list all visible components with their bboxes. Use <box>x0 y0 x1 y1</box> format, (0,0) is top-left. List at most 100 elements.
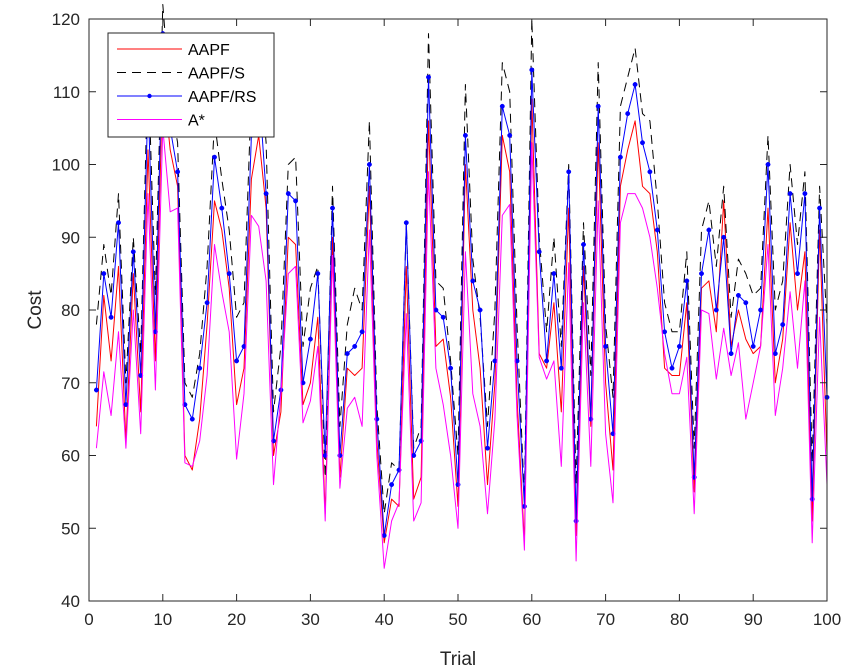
x-tick-label: 90 <box>744 610 763 629</box>
data-point <box>226 271 232 277</box>
data-point <box>529 67 535 73</box>
data-point <box>182 402 188 408</box>
x-tick-label: 70 <box>596 610 615 629</box>
data-point <box>344 351 350 357</box>
x-tick-label: 60 <box>522 610 541 629</box>
data-point <box>662 329 668 335</box>
ticks-layer: 0 10 20 30 40 50 60 70 80 90 100 40 50 60 70 80 90 100 110… <box>52 10 842 629</box>
data-point <box>706 227 712 233</box>
y-tick-label: 120 <box>52 10 80 29</box>
data-point <box>448 365 454 371</box>
data-point <box>743 300 749 306</box>
data-point <box>617 154 623 160</box>
data-point <box>758 307 764 313</box>
data-point <box>477 307 483 313</box>
data-point <box>315 271 321 277</box>
data-point <box>470 278 476 284</box>
data-point <box>426 74 431 80</box>
x-tick-label: 50 <box>449 610 468 629</box>
y-axis-label: Cost <box>25 290 46 330</box>
data-point <box>389 482 395 488</box>
data-point <box>411 453 417 458</box>
x-tick-label: 30 <box>301 610 320 629</box>
y-tick-label: 50 <box>61 519 80 538</box>
y-tick-label: 40 <box>61 592 80 611</box>
data-point <box>108 314 114 320</box>
data-point <box>359 329 365 335</box>
data-point <box>130 249 136 255</box>
data-point <box>492 358 498 364</box>
data-point <box>669 365 675 371</box>
data-point <box>558 365 564 371</box>
legend-marker <box>147 93 152 99</box>
y-tick-label: 90 <box>61 228 80 247</box>
data-point <box>93 387 99 393</box>
data-point <box>750 343 756 349</box>
data-point <box>101 271 107 277</box>
series-1 <box>95 4 828 515</box>
data-point <box>263 191 269 197</box>
data-point <box>366 162 372 167</box>
data-point <box>499 103 505 109</box>
legend-entry: A* <box>117 113 205 130</box>
x-tick-label: 100 <box>813 610 841 629</box>
data-point <box>721 234 727 240</box>
data-point <box>772 351 778 357</box>
legend-label: AAPF/S <box>188 66 245 83</box>
series-line-1 <box>95 4 828 515</box>
data-point <box>307 336 313 342</box>
series-0 <box>95 76 828 544</box>
data-point <box>765 162 771 167</box>
data-point <box>544 358 550 364</box>
data-point <box>603 343 609 349</box>
data-point <box>713 307 719 313</box>
data-point <box>640 140 645 146</box>
data-point <box>462 132 468 138</box>
x-tick-label: 0 <box>84 610 93 629</box>
data-point <box>676 343 682 349</box>
data-point <box>403 220 409 226</box>
data-point <box>566 169 572 175</box>
y-tick-label: 70 <box>61 374 80 393</box>
legend-entry: AAPF/S <box>117 66 245 83</box>
data-point <box>699 271 704 277</box>
data-point <box>684 278 690 284</box>
series-line-3 <box>95 127 828 569</box>
x-tick-label: 80 <box>670 610 689 629</box>
data-point <box>802 191 808 197</box>
legend-entry: AAPF <box>117 42 230 59</box>
data-point <box>521 503 527 509</box>
data-point <box>352 343 358 349</box>
data-point <box>189 416 195 422</box>
data-point <box>625 111 631 117</box>
data-point <box>817 205 823 211</box>
y-tick-label: 80 <box>61 301 80 320</box>
data-point <box>123 402 129 408</box>
data-point <box>728 351 734 357</box>
series-line-2 <box>95 33 828 536</box>
data-point <box>285 191 291 197</box>
data-point <box>632 82 638 87</box>
data-point <box>551 271 557 277</box>
data-point <box>234 358 240 364</box>
series-line-0 <box>95 76 828 544</box>
data-point <box>116 220 121 226</box>
series-3 <box>95 127 828 569</box>
data-point <box>204 300 210 306</box>
y-tick-label: 60 <box>61 447 80 466</box>
data-point <box>647 169 653 175</box>
data-point <box>581 242 586 247</box>
data-point <box>507 132 513 138</box>
legend-label: A* <box>188 113 205 130</box>
data-point <box>175 169 181 175</box>
data-point <box>433 307 439 313</box>
legend-entry: AAPF/RS <box>117 89 256 106</box>
data-point <box>654 227 660 233</box>
data-point <box>330 205 335 211</box>
data-point <box>212 154 217 160</box>
data-point <box>219 205 225 211</box>
y-tick-label: 110 <box>53 83 80 102</box>
data-point <box>595 103 601 109</box>
data-point <box>780 322 786 328</box>
